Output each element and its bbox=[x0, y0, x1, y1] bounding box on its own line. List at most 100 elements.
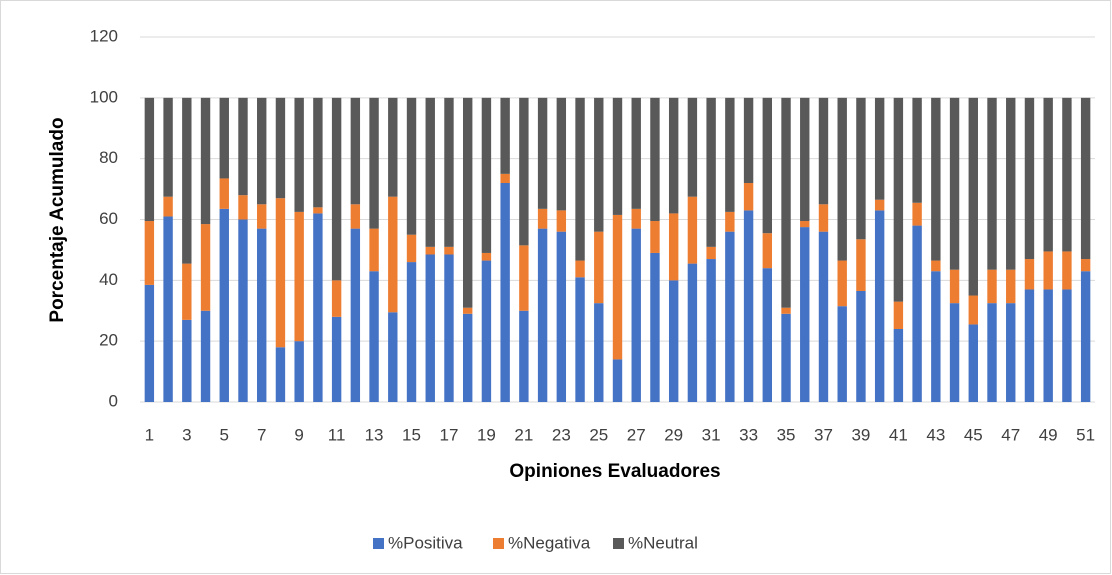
bar-segment bbox=[294, 97, 304, 212]
bar-segment bbox=[313, 213, 323, 402]
bar-segment bbox=[594, 97, 604, 232]
legend-label: %Positiva bbox=[388, 533, 463, 552]
bar-segment bbox=[1024, 289, 1035, 402]
bar-segment bbox=[219, 208, 229, 402]
bar-segment bbox=[668, 280, 679, 402]
bar-segment bbox=[444, 246, 454, 255]
x-tick-label: 17 bbox=[440, 425, 459, 444]
bar-segment bbox=[294, 211, 304, 342]
y-tick-label: 80 bbox=[99, 148, 118, 167]
bar-segment bbox=[350, 97, 361, 205]
bar-segment bbox=[631, 228, 641, 402]
bar-segment bbox=[762, 268, 773, 402]
bar-segment bbox=[706, 246, 716, 260]
bar-segment bbox=[687, 263, 698, 402]
bar-segment bbox=[406, 262, 417, 402]
x-tick-label: 49 bbox=[1039, 425, 1058, 444]
bar-segment bbox=[537, 97, 548, 209]
y-tick-label: 20 bbox=[99, 331, 118, 350]
bar-segment bbox=[949, 97, 960, 270]
bar-segment bbox=[856, 97, 866, 240]
bar-segment bbox=[893, 329, 904, 402]
x-axis-title: Opiniones Evaluadores bbox=[509, 461, 720, 482]
x-tick-label: 3 bbox=[182, 425, 191, 444]
x-tick-label: 27 bbox=[627, 425, 646, 444]
x-tick-label: 51 bbox=[1076, 425, 1095, 444]
x-tick-label: 13 bbox=[365, 425, 384, 444]
bar-segment bbox=[987, 97, 997, 270]
bar-segment bbox=[388, 97, 398, 197]
bar-segment bbox=[182, 263, 192, 320]
bar-segment bbox=[968, 295, 978, 325]
bar-segment bbox=[1080, 271, 1091, 402]
x-tick-label: 19 bbox=[477, 425, 496, 444]
bar-segment bbox=[275, 198, 286, 348]
bar-segment bbox=[575, 97, 585, 261]
bar-segment bbox=[856, 239, 866, 291]
bar-segment bbox=[1062, 289, 1072, 402]
bar-segment bbox=[931, 271, 941, 402]
x-tick-label: 25 bbox=[589, 425, 608, 444]
bar-segment bbox=[238, 195, 248, 220]
bar-segment bbox=[388, 196, 398, 313]
bar-segment bbox=[987, 303, 997, 402]
bar-segment bbox=[837, 306, 847, 402]
x-tick-label: 9 bbox=[294, 425, 303, 444]
x-tick-label: 5 bbox=[220, 425, 229, 444]
bar-segment bbox=[594, 303, 604, 402]
bar-segment bbox=[144, 221, 155, 285]
x-tick-label: 35 bbox=[777, 425, 796, 444]
bar-segment bbox=[163, 97, 173, 197]
bar-segment bbox=[781, 307, 791, 314]
bar-segment bbox=[331, 280, 342, 317]
bar-segment bbox=[500, 183, 510, 402]
bar-segment bbox=[931, 97, 941, 261]
bar-segment bbox=[462, 313, 473, 402]
bar-segment bbox=[1080, 259, 1091, 272]
y-tick-label: 40 bbox=[99, 270, 118, 289]
bar-segment bbox=[425, 254, 435, 402]
legend-swatch bbox=[493, 538, 504, 549]
bar-segment bbox=[425, 246, 435, 255]
bar-segment bbox=[444, 254, 454, 402]
bar-segment bbox=[837, 260, 847, 307]
bar-segment bbox=[294, 341, 304, 402]
x-tick-label: 37 bbox=[814, 425, 833, 444]
bar-segment bbox=[556, 97, 567, 211]
bar-segment bbox=[949, 303, 960, 402]
bar-segment bbox=[575, 260, 585, 278]
x-tick-label: 7 bbox=[257, 425, 266, 444]
bar-segment bbox=[519, 97, 529, 246]
bar-segment bbox=[182, 97, 192, 264]
x-tick-label: 23 bbox=[552, 425, 571, 444]
bar-segment bbox=[594, 231, 604, 304]
bar-segment bbox=[912, 97, 922, 203]
bar-segment bbox=[1024, 97, 1035, 260]
bar-segment bbox=[968, 324, 978, 402]
bar-segment bbox=[800, 221, 810, 228]
bar-segment bbox=[388, 312, 398, 402]
bar-segment bbox=[893, 301, 904, 329]
bar-segment bbox=[1006, 97, 1016, 270]
bar-segment bbox=[874, 210, 885, 402]
bar-segment bbox=[1006, 269, 1016, 304]
x-tick-label: 15 bbox=[402, 425, 421, 444]
bar-segment bbox=[144, 97, 155, 222]
bar-segment bbox=[331, 316, 342, 402]
bar-segment bbox=[837, 97, 847, 261]
bar-segment bbox=[481, 97, 492, 253]
bar-segment bbox=[144, 284, 155, 402]
bar-segment bbox=[612, 359, 623, 402]
y-axis-title: Porcentaje Acumulado bbox=[47, 117, 68, 322]
bar-segment bbox=[818, 97, 829, 205]
bar-segment bbox=[219, 97, 229, 179]
bar-segment bbox=[931, 260, 941, 272]
bar-segment bbox=[500, 97, 510, 174]
bar-segment bbox=[706, 259, 716, 402]
bar-segment bbox=[1024, 259, 1035, 290]
bar-segment bbox=[350, 204, 361, 229]
bar-segment bbox=[893, 97, 904, 302]
bar-segment bbox=[462, 307, 473, 314]
bar-segment bbox=[275, 97, 286, 199]
